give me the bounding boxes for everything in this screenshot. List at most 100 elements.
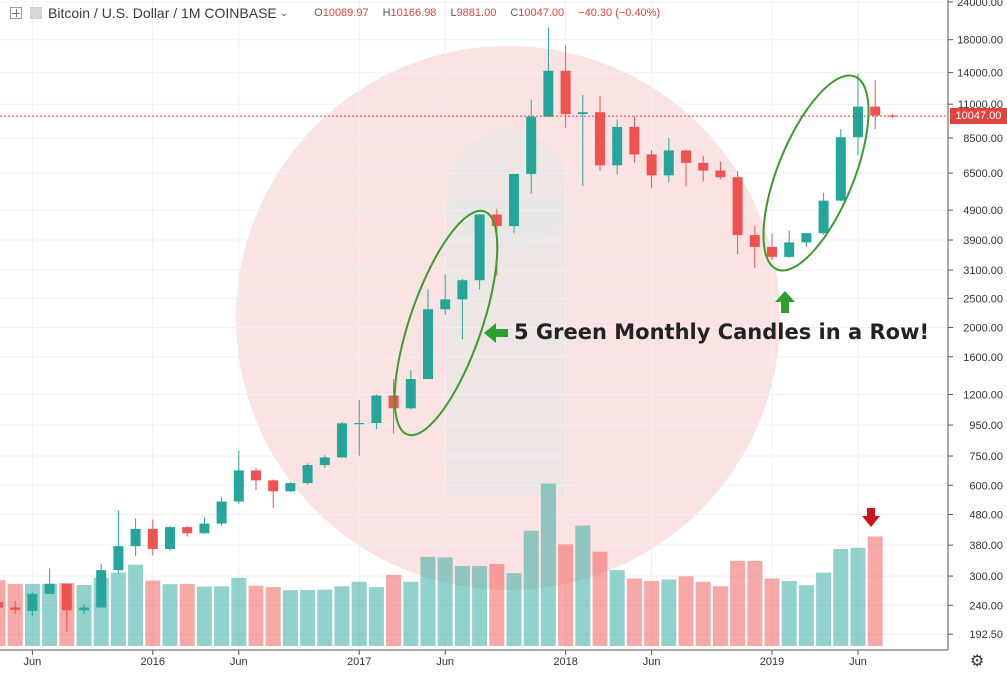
price-axis[interactable]: 192.50 240.00 300.00 380.00 480.00 600.00 750.… xyxy=(948,0,1003,641)
price-tick-label: 4900.00 xyxy=(963,205,1003,217)
annotations xyxy=(393,74,880,527)
candle-body xyxy=(732,177,743,236)
candle xyxy=(423,289,433,380)
volume-bar xyxy=(489,563,505,646)
volume-bar xyxy=(540,483,556,646)
highlight-ellipse-2019 xyxy=(762,74,870,272)
time-tick-label: Jun xyxy=(230,656,248,668)
candle xyxy=(27,592,38,617)
volume-bar xyxy=(781,581,797,646)
candle-body xyxy=(337,423,347,458)
volume-bar xyxy=(0,580,6,646)
candle-body xyxy=(251,470,261,481)
candle-body xyxy=(285,483,296,492)
candle xyxy=(835,129,846,201)
candle xyxy=(182,526,193,537)
volume-bar xyxy=(351,581,367,646)
square-icon[interactable] xyxy=(30,7,42,19)
candle-body xyxy=(388,395,399,409)
volume-bar xyxy=(179,583,195,646)
candle xyxy=(698,155,709,182)
price-tick-label: 950.00 xyxy=(969,420,1003,432)
chevron-down-icon[interactable]: ⌄ xyxy=(279,7,289,19)
volume-bar xyxy=(833,549,849,646)
price-tick-label: 2000.00 xyxy=(963,323,1003,335)
gear-icon[interactable]: ⚙ xyxy=(970,653,985,670)
candle xyxy=(405,370,416,410)
candle-body xyxy=(543,70,554,117)
price-tick-label: 2500.00 xyxy=(963,293,1003,305)
candle xyxy=(646,149,657,189)
volume-bar xyxy=(368,587,384,646)
candle-body xyxy=(767,246,777,257)
candle xyxy=(818,192,829,235)
candle-body xyxy=(784,242,795,257)
candle-body xyxy=(96,570,107,608)
candle-body xyxy=(0,602,3,608)
candle-body xyxy=(354,423,365,425)
symbol-name: Bitcoin / U.S. Dollar xyxy=(48,5,170,21)
candle-body xyxy=(801,233,812,243)
time-tick-label: Jun xyxy=(643,656,661,668)
candle-body xyxy=(405,379,416,409)
candle-body xyxy=(595,112,605,166)
candle-body xyxy=(457,280,468,300)
volume-bar xyxy=(678,576,694,646)
annotation-text: 5 Green Monthly Candles in a Row! xyxy=(514,320,930,344)
price-tick-label: 1200.00 xyxy=(963,389,1003,401)
candle-body xyxy=(577,112,588,115)
time-tick-label: 2017 xyxy=(347,656,371,668)
candle-body xyxy=(715,170,726,178)
time-tick-label: Jun xyxy=(24,656,42,668)
low-value: L9881.00 xyxy=(450,7,497,19)
open-value: O10089.97 xyxy=(314,7,369,19)
chart-header: Bitcoin / U.S. Dollar / 1M COINBASE ⌄ O1… xyxy=(0,0,948,26)
volume-bar xyxy=(454,566,470,646)
price-tick-label: 3100.00 xyxy=(963,265,1003,277)
time-tick-label: 2016 xyxy=(141,656,165,668)
volume-bar xyxy=(626,578,642,646)
candle xyxy=(10,601,21,614)
volume-bar xyxy=(437,557,453,646)
candle-body xyxy=(27,593,38,611)
volume-bar xyxy=(110,572,126,646)
candle xyxy=(732,171,743,255)
volume-bar xyxy=(162,584,178,646)
volume-bar xyxy=(712,586,728,646)
candle xyxy=(457,278,468,340)
volume-bar xyxy=(472,566,488,646)
price-tick-label: 24000.00 xyxy=(957,0,1003,9)
volume-bar xyxy=(214,586,230,646)
candle xyxy=(61,583,72,632)
candle-body xyxy=(199,523,210,534)
arrow-up-icon xyxy=(775,291,795,313)
candle-body xyxy=(818,200,829,234)
volume-bar xyxy=(764,578,780,646)
highlight-ellipse-2017 xyxy=(393,209,499,437)
candle-body xyxy=(835,137,846,201)
time-tick-label: 2019 xyxy=(760,656,784,668)
candle-body xyxy=(61,583,72,611)
price-tick-label: 750.00 xyxy=(969,451,1003,463)
volume-bar xyxy=(661,579,677,646)
plus-icon[interactable] xyxy=(10,7,22,19)
price-tick-label: 480.00 xyxy=(969,510,1003,522)
volume-bar xyxy=(850,547,866,646)
price-tick-label: 600.00 xyxy=(969,480,1003,492)
interval: 1M xyxy=(181,5,201,21)
last-price-label: 10047.00 xyxy=(950,108,1007,125)
symbol-title[interactable]: Bitcoin / U.S. Dollar / 1M COINBASE xyxy=(48,5,277,21)
candle-body xyxy=(130,528,141,547)
time-axis[interactable]: Jun 2016 Jun 2017 Jun 2018 Jun 2019 Jun xyxy=(24,650,867,668)
volume-bar xyxy=(506,573,522,646)
volume-bar xyxy=(265,587,281,646)
candle xyxy=(337,421,347,458)
candle xyxy=(251,468,261,490)
volume-bar xyxy=(730,560,746,646)
candle xyxy=(801,232,812,247)
candle xyxy=(371,394,382,430)
volume-bar xyxy=(798,585,814,646)
candle xyxy=(302,463,313,485)
volume-bar xyxy=(523,530,539,646)
